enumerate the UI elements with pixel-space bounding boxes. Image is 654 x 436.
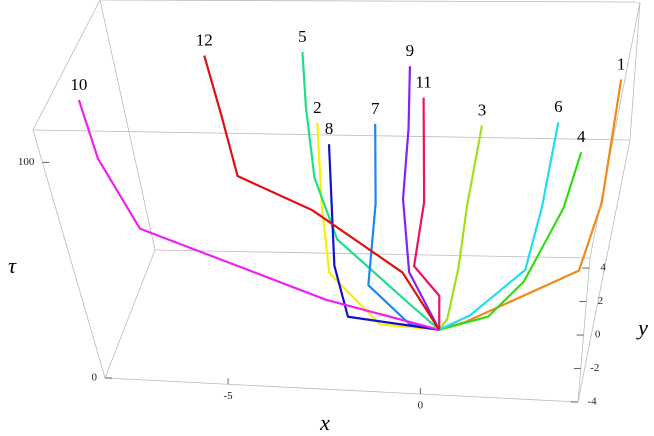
box-edge xyxy=(104,249,156,379)
curve xyxy=(316,122,440,331)
box-edge xyxy=(629,1,641,141)
curve-label: 5 xyxy=(298,27,307,46)
curve-label: 1 xyxy=(617,54,626,73)
z-tick-label: 0 xyxy=(92,372,98,384)
box-edge xyxy=(154,249,591,259)
y-tick-label: 4 xyxy=(600,262,606,274)
curve xyxy=(203,55,441,331)
box-edge xyxy=(32,129,106,379)
box-edge xyxy=(104,377,579,403)
curve-label: 7 xyxy=(371,99,380,118)
x-tick-label: -5 xyxy=(223,390,233,402)
curve-label: 4 xyxy=(577,127,586,146)
curve-label: 3 xyxy=(478,100,487,119)
curve xyxy=(401,66,441,331)
curve xyxy=(438,125,484,331)
curve xyxy=(438,121,560,331)
curve xyxy=(77,99,440,331)
x-axis-label: x xyxy=(319,410,330,435)
curve-label: 6 xyxy=(554,97,563,116)
curve-label: 11 xyxy=(415,73,431,92)
box-edge xyxy=(589,1,641,259)
curve-label: 9 xyxy=(406,41,415,60)
x-tick-label: 0 xyxy=(418,400,424,412)
y-tick-label: 2 xyxy=(598,295,604,307)
y-tick-label: -2 xyxy=(590,362,599,374)
z-tick-label: 100 xyxy=(18,156,35,168)
curve-label: 2 xyxy=(313,98,322,117)
box-edge xyxy=(577,139,631,403)
curve xyxy=(327,144,440,331)
curve-label: 12 xyxy=(196,30,213,49)
box-edge xyxy=(577,257,591,403)
curve-label: 8 xyxy=(325,119,334,138)
y-tick-label: 0 xyxy=(595,329,601,341)
box-edge xyxy=(32,129,631,141)
y-axis-label: y xyxy=(636,315,648,340)
box-edge xyxy=(99,0,641,3)
curve xyxy=(301,51,440,331)
curve xyxy=(412,97,441,330)
y-tick-label: -4 xyxy=(587,396,597,408)
box-edge xyxy=(32,0,101,131)
z-axis-label: τ xyxy=(8,253,17,278)
curve-label: 10 xyxy=(70,75,87,94)
curve xyxy=(438,151,583,331)
box-edge xyxy=(99,0,156,251)
